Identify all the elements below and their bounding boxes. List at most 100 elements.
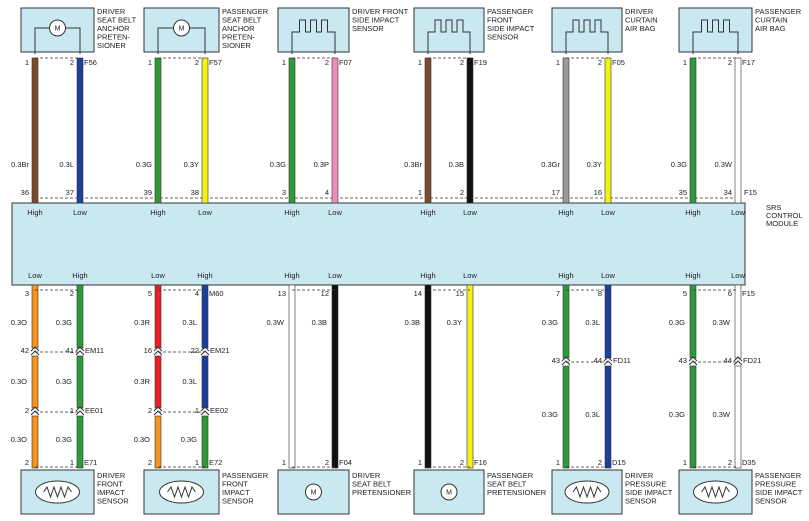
- module-pin: 14: [414, 289, 422, 298]
- component-label: SEAT BELT: [97, 15, 137, 24]
- wire-label: 0.3P: [314, 160, 329, 169]
- pin-number: 1: [282, 458, 286, 467]
- joint-mark: [561, 356, 571, 362]
- joint-mark: [75, 346, 85, 352]
- joint-mark: [30, 350, 40, 356]
- component-label: SEAT BELT: [222, 15, 262, 24]
- motor-icon: [49, 19, 66, 37]
- pin-number: 43: [679, 356, 687, 365]
- joint-mark: [733, 360, 743, 366]
- wire: [466, 284, 474, 469]
- terminal-label: Low: [328, 271, 342, 280]
- wire-label: 0.3O: [11, 435, 27, 444]
- pin-number: 2: [148, 458, 152, 467]
- wire: [604, 57, 612, 204]
- component-label: AIR BAG: [625, 24, 656, 33]
- component-lead: [733, 31, 739, 54]
- motor-icon: [173, 19, 190, 37]
- pin-number: 1: [70, 406, 74, 415]
- joint-mark: [561, 360, 571, 366]
- component-label: SIDE IMPACT: [755, 488, 803, 497]
- component-lead: [34, 27, 50, 54]
- pin-number: 1: [418, 58, 422, 67]
- terminal-label: High: [150, 208, 165, 217]
- terminal-label: Low: [463, 208, 477, 217]
- terminal-label: Low: [601, 208, 615, 217]
- pin-number: 1: [556, 58, 560, 67]
- sensor-icon: [159, 480, 204, 504]
- component-lead: [692, 31, 698, 54]
- wire: [31, 284, 39, 349]
- wire-label: 0.3B: [405, 318, 420, 327]
- terminal-label: Low: [731, 271, 745, 280]
- pin-number: 41: [66, 346, 74, 355]
- wire: [604, 365, 612, 469]
- component-lead: [467, 31, 471, 54]
- wire: [201, 57, 209, 204]
- wire: [331, 284, 339, 469]
- module-pin: 5: [683, 289, 687, 298]
- joint-mark: [200, 346, 210, 352]
- wire: [76, 57, 84, 204]
- component-box: [551, 7, 623, 53]
- pin-number: 1: [195, 458, 199, 467]
- module-pin: 15: [456, 289, 464, 298]
- pin-number: 2: [598, 58, 602, 67]
- component-label: ANCHOR: [97, 24, 130, 33]
- joint-mark: [30, 406, 40, 412]
- wire: [31, 355, 39, 409]
- component-label: SEAT BELT: [487, 479, 527, 488]
- module-pin: 8: [598, 289, 602, 298]
- pin-number: 1: [556, 458, 560, 467]
- connector-id: F16: [474, 458, 487, 467]
- motor-label: M: [179, 25, 185, 32]
- pin-number: 2: [25, 458, 29, 467]
- terminal-label: Low: [731, 208, 745, 217]
- wire-label: 0.3G: [181, 435, 197, 444]
- wire: [76, 355, 84, 409]
- component-label: SENSOR: [755, 496, 787, 505]
- wire: [562, 365, 570, 469]
- wire-label: 0.3W: [712, 410, 730, 419]
- terminal-label: Low: [601, 271, 615, 280]
- terminal-label: High: [558, 208, 573, 217]
- joint-mark: [153, 346, 163, 352]
- sensor-icon: [693, 480, 738, 504]
- wire: [31, 57, 39, 204]
- wire-label: 0.3G: [56, 435, 72, 444]
- terminal-label: High: [284, 208, 299, 217]
- component-label: CURTAIN: [625, 15, 658, 24]
- component-label: DRIVER: [97, 7, 126, 16]
- joint-mark: [688, 360, 698, 366]
- joint-mark: [153, 406, 163, 412]
- module-label: MODULE: [766, 219, 798, 228]
- motor-icon: [440, 483, 458, 501]
- connector-id: EE02: [210, 406, 228, 415]
- component-lead: [427, 31, 431, 54]
- motor-label: M: [311, 489, 317, 496]
- wire: [562, 284, 570, 359]
- connector-id: F05: [612, 58, 625, 67]
- pin-number: 1: [25, 58, 29, 67]
- connector-id: F17: [742, 58, 755, 67]
- joint-mark: [603, 360, 613, 366]
- connector-id: E71: [84, 458, 97, 467]
- wire: [154, 57, 162, 204]
- pin-number: 2: [728, 58, 732, 67]
- wire: [331, 57, 339, 204]
- wire: [288, 284, 296, 469]
- wire-label: 0.3B: [312, 318, 327, 327]
- component-label: SENSOR: [487, 32, 519, 41]
- component-label: SIONER: [97, 41, 126, 50]
- component-box: [678, 7, 753, 53]
- joint-mark: [75, 410, 85, 416]
- resistor-icon: [572, 485, 602, 499]
- connector-id: F15: [744, 188, 757, 197]
- pin-number: 2: [325, 58, 329, 67]
- terminal-label: Low: [198, 208, 212, 217]
- wire-label: 0.3R: [134, 318, 150, 327]
- wire: [424, 57, 432, 204]
- module-pin: 5: [148, 289, 152, 298]
- pin-number: 2: [325, 458, 329, 467]
